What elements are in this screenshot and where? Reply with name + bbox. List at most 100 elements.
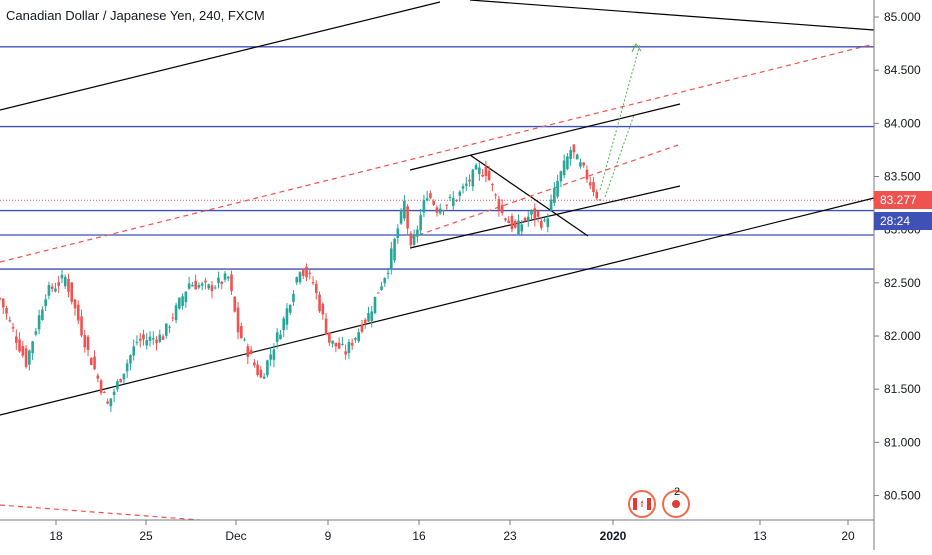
candle-body <box>119 379 122 383</box>
y-tick-label-3: 83.500 <box>884 170 921 184</box>
candle-body <box>491 184 494 186</box>
candle-body <box>5 307 8 314</box>
projection-line-1 <box>599 43 641 191</box>
candle-body <box>461 186 465 189</box>
candle-body <box>432 200 435 205</box>
candle-body <box>435 207 439 213</box>
candle-body <box>226 276 230 279</box>
trend-channel-lines <box>0 0 875 521</box>
candle-body <box>96 375 100 379</box>
candle-body <box>135 341 139 343</box>
candle-body <box>70 282 74 302</box>
candle-body <box>572 144 576 153</box>
candle-body <box>161 336 165 340</box>
x-tick-label-5: 23 <box>503 529 517 543</box>
candle-body <box>562 160 566 176</box>
candle-body <box>390 248 393 270</box>
candle-body <box>575 154 579 160</box>
flag-lower-line <box>409 185 681 249</box>
candle-body <box>484 166 488 177</box>
event-dot-icon[interactable] <box>662 490 690 518</box>
candle-body <box>103 392 106 394</box>
candle-body <box>383 278 387 284</box>
candle-body <box>357 332 360 342</box>
candle-body <box>442 210 445 212</box>
chart-title: Canadian Dollar / Japanese Yen, 240, FXC… <box>6 8 265 23</box>
candle-body <box>207 284 210 289</box>
x-tick-label-1: 25 <box>139 529 153 543</box>
candle-body <box>393 238 396 261</box>
candle-body <box>504 218 507 221</box>
y-tick-label-8: 81.000 <box>884 435 921 449</box>
candle-body <box>455 199 458 202</box>
candle-body <box>425 198 429 201</box>
candle-body <box>474 165 478 170</box>
candle-body <box>373 296 377 314</box>
candle-body <box>471 169 475 187</box>
countdown-badge: 28:24 <box>874 212 932 231</box>
canada-flag-icon[interactable] <box>628 490 656 518</box>
candle-body <box>80 316 83 336</box>
candle-body <box>181 296 184 306</box>
candle-body <box>138 338 142 341</box>
candle-body <box>412 235 416 245</box>
candle-body <box>549 199 553 211</box>
candle-body <box>194 280 197 290</box>
candle-body <box>67 278 70 292</box>
lower-channel-line <box>0 197 875 416</box>
candle-body <box>148 336 152 341</box>
candle-body <box>334 342 338 347</box>
candle-body <box>380 286 383 291</box>
candle-body <box>31 341 34 354</box>
x-tick-label-8: 20 <box>841 529 855 543</box>
candle-body <box>47 285 51 296</box>
candle-body <box>546 218 550 227</box>
upper-wedge-line-right <box>469 0 875 31</box>
candle-body <box>588 182 592 186</box>
candle-body <box>517 220 520 236</box>
candle-body <box>8 320 12 322</box>
candle-body <box>266 360 269 376</box>
candle-body <box>262 376 266 379</box>
candle-body <box>510 216 514 230</box>
candle-body <box>523 217 527 222</box>
candle-body <box>57 282 60 286</box>
candle-body <box>324 318 328 335</box>
candle-body <box>187 283 191 289</box>
candle-body <box>243 339 246 341</box>
candle-body <box>598 199 602 201</box>
candle-body <box>158 334 162 342</box>
candle-body <box>259 369 263 378</box>
candle-body <box>288 305 292 313</box>
candle-body <box>220 281 224 284</box>
candle-body <box>344 351 347 355</box>
candle-body <box>233 296 237 312</box>
candle-body <box>269 354 272 360</box>
candle-body <box>341 343 344 345</box>
horizontal-levels <box>0 46 874 270</box>
candle-body <box>445 204 449 206</box>
projection-lines <box>599 43 642 198</box>
candle-body <box>112 391 116 396</box>
dashed-upper-line <box>0 43 875 263</box>
y-tick-label-6: 82.000 <box>884 329 921 343</box>
events-bar: 2 <box>628 486 690 518</box>
candle-body <box>559 171 563 182</box>
candle-body <box>556 180 559 197</box>
candle-body <box>507 220 510 224</box>
candle-body <box>416 229 419 237</box>
candle-body <box>409 233 413 246</box>
candle-body <box>337 343 341 349</box>
candle-body <box>132 346 135 356</box>
y-tick-label-0: 85.000 <box>884 10 921 24</box>
candle-body <box>540 221 543 228</box>
candle-body <box>174 305 178 321</box>
candle-body <box>63 276 67 287</box>
dashed-mid-line <box>409 144 679 239</box>
candle-body <box>481 174 484 177</box>
candle-body <box>530 209 533 215</box>
candle-body <box>566 156 569 170</box>
y-tick-label-1: 84.500 <box>884 63 921 77</box>
